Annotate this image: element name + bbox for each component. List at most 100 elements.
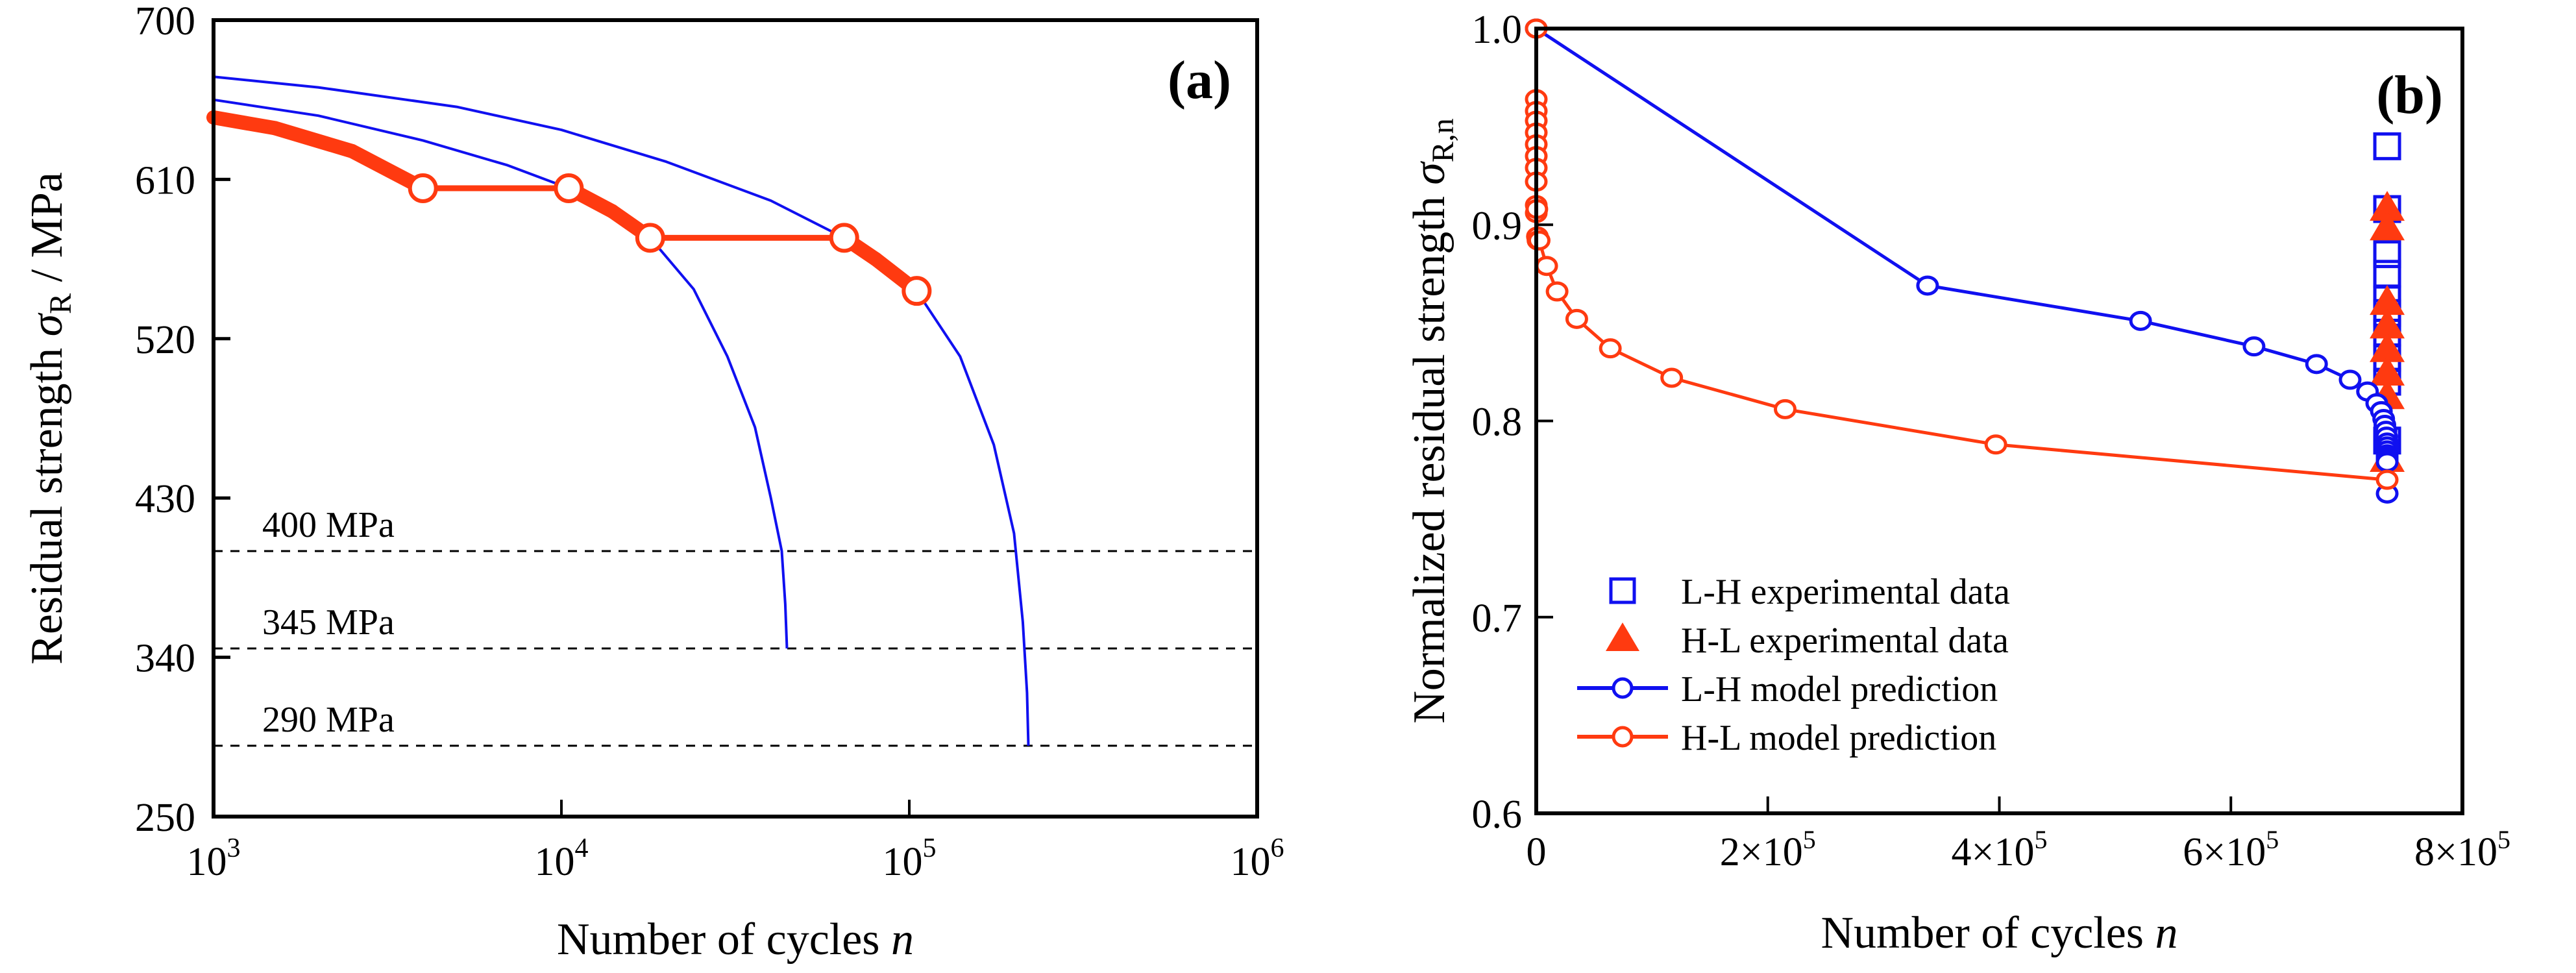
legend-label: H-L experimental data (1681, 621, 2009, 661)
reference-label-345: 345 MPa (262, 602, 395, 643)
hl-model-point (1535, 256, 1558, 277)
panel-label: (a) (1168, 50, 1231, 110)
marker-group (408, 173, 932, 306)
y-tick-label-430: 430 (135, 477, 195, 521)
y-axis-title-main: Residual strength (22, 336, 72, 664)
lh-model-point (2375, 452, 2399, 473)
legend-item: L-H model prediction (1577, 669, 1998, 709)
hl-experimental-point (2370, 191, 2405, 221)
x-tick-label-400000: 4×105 (1952, 825, 2048, 874)
series-group (206, 75, 1030, 746)
y-tick-label-700: 700 (135, 0, 195, 43)
lh-experimental-point (2373, 240, 2401, 269)
y-tick-label-520: 520 (135, 318, 195, 362)
x-axis-title-var: n (2155, 908, 2178, 958)
x-axis-title-main: Number of cycles (1821, 908, 2155, 958)
plot-frame (1534, 27, 2464, 815)
panel-b-chart: 0.6 0.7 0.8 0.9 1.0 0 2×105 4×105 6×105 8×105 (b… (1405, 8, 2510, 958)
legend-item: H-L experimental data (1606, 621, 2009, 661)
hl-model-point (1984, 434, 2007, 455)
panel-label: (b) (2376, 65, 2443, 125)
x-tick-label-1000: 103 (187, 833, 241, 884)
y-axis-title: Residual strength σR / MPa (22, 172, 78, 665)
lh-model-point (2305, 354, 2328, 375)
transition-marker (408, 173, 438, 204)
y-axis-title-subscript: R,n (1426, 118, 1460, 162)
panel-a-chart: 400 MPa 345 MPa 290 MPa 250 340 430 520 610 700… (22, 0, 1284, 965)
legend-circle-icon (1612, 677, 1634, 699)
model-curve-0 (213, 75, 1030, 746)
y-tick-label-340: 340 (135, 637, 195, 681)
y-tick-label-1: 1.0 (1472, 8, 1523, 52)
reference-label-400: 400 MPa (262, 505, 395, 545)
x-tick-label-600000: 6×105 (2183, 825, 2279, 874)
x-axis-ticks: 0 2×105 4×105 6×105 8×105 (1527, 796, 2510, 874)
series-line-3 (1534, 29, 2388, 482)
y-tick-label-0.8: 0.8 (1472, 400, 1523, 445)
y-tick-label-250: 250 (135, 796, 195, 840)
y-axis-title-symbol: σ (1405, 161, 1454, 185)
y-axis-title-main: Normalized residual strength (1405, 185, 1454, 724)
x-axis-ticks: 103 104 105 106 (187, 800, 1284, 884)
lh-experimental-point (2373, 132, 2401, 160)
hl-experimental-point (2370, 308, 2405, 339)
legend-item: H-L model prediction (1577, 718, 1996, 758)
legend-label: L-H experimental data (1681, 572, 2010, 612)
legend-triangle-icon (1606, 622, 1639, 651)
x-axis-title-var: n (891, 915, 914, 965)
transition-marker (635, 223, 665, 253)
hl-path-segment (206, 110, 282, 136)
legend-item: L-H experimental data (1609, 572, 2010, 612)
hl-experimental-point (2370, 355, 2405, 386)
hl-model-point (1660, 367, 1684, 388)
x-tick-label-100000: 105 (883, 833, 937, 884)
plot-frame (212, 18, 1259, 819)
y-axis-title-subscript: R (43, 293, 78, 314)
series-line-2 (1535, 27, 2389, 494)
y-axis-ticks: 250 340 430 520 610 700 (135, 0, 230, 840)
legend-circle-icon (1612, 726, 1634, 748)
x-axis-title: Number of cycles n (557, 915, 914, 965)
series-group (1525, 18, 2405, 504)
y-tick-label-0.6: 0.6 (1472, 793, 1523, 837)
legend: L-H experimental data H-L experimental da… (1577, 572, 2010, 758)
legend-square-icon (1609, 577, 1636, 604)
hl-experimental-point (2370, 210, 2405, 241)
y-axis-title-unit: / MPa (22, 172, 72, 293)
hl-model-point (1599, 338, 1622, 359)
reference-label-290: 290 MPa (262, 700, 395, 740)
y-tick-label-0.9: 0.9 (1472, 204, 1523, 248)
hl-model-point (1527, 230, 1551, 251)
y-axis-ticks: 0.6 0.7 0.8 0.9 1.0 (1472, 8, 1553, 837)
legend-label: L-H model prediction (1681, 669, 1998, 709)
x-tick-label-200000: 2×105 (1720, 825, 1816, 874)
y-axis-title-symbol: σ (22, 312, 72, 336)
hl-model-point (1565, 308, 1588, 329)
hl-model-point (1774, 399, 1797, 419)
hl-path-segment (267, 121, 360, 158)
y-axis-title: Normalized residual strength σR,n (1405, 118, 1460, 724)
x-tick-label-1000000: 106 (1231, 833, 1284, 884)
x-axis-title-main: Number of cycles (557, 915, 891, 965)
x-tick-label-800000: 8×105 (2414, 825, 2510, 874)
x-tick-label-0: 0 (1527, 830, 1547, 874)
model-curve-1 (213, 98, 789, 649)
y-tick-label-0.7: 0.7 (1472, 597, 1523, 641)
y-tick-label-610: 610 (135, 158, 195, 203)
x-tick-label-10000: 104 (535, 833, 589, 884)
reference-lines: 400 MPa 345 MPa 290 MPa (214, 505, 1257, 747)
transition-marker (902, 276, 932, 306)
x-axis-title: Number of cycles n (1821, 908, 2177, 958)
hl-model-point (1545, 281, 1569, 302)
lh-model-point (2242, 336, 2266, 357)
lh-model-point (2338, 369, 2362, 390)
lh-model-point (2129, 310, 2152, 331)
transition-marker (829, 223, 859, 253)
hl-model-point (2375, 469, 2399, 490)
legend-label: H-L model prediction (1681, 718, 1996, 758)
hl-experimental-point (2370, 332, 2405, 362)
lh-model-point (1916, 275, 1939, 296)
transition-marker (554, 173, 584, 204)
hl-experimental-point (2370, 285, 2405, 315)
